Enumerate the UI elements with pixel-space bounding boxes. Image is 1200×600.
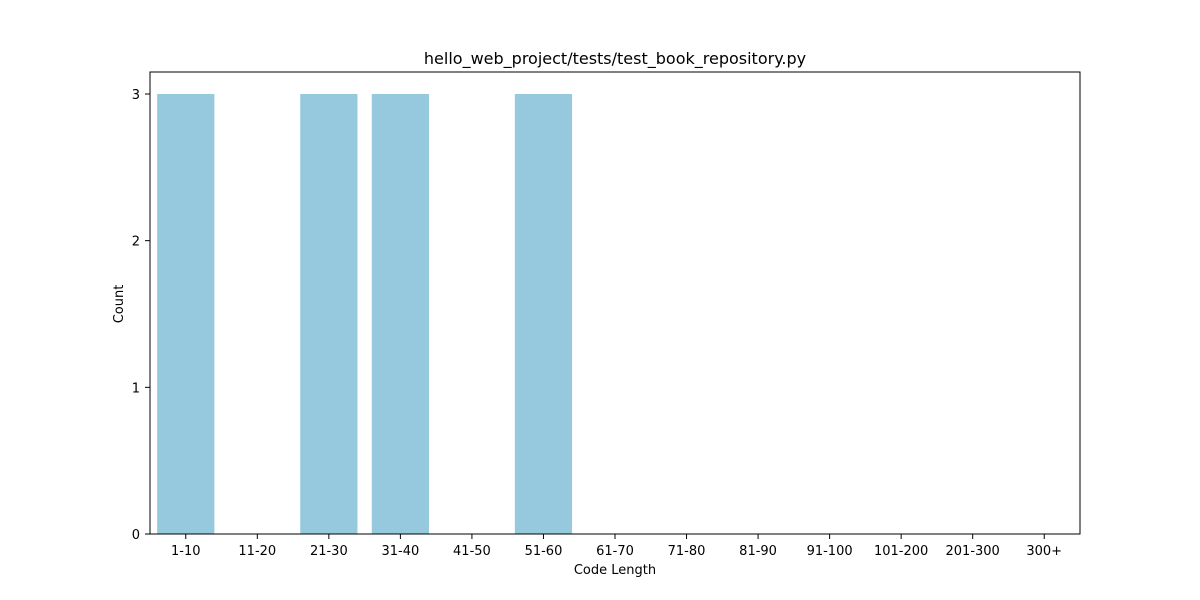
y-tick-label: 1 <box>132 381 140 396</box>
x-tick-label: 91-100 <box>807 544 853 559</box>
x-tick-label: 1-10 <box>171 544 201 559</box>
plot-frame <box>149 71 1081 535</box>
y-tick-label: 0 <box>132 528 140 543</box>
x-tick-label: 11-20 <box>238 544 276 559</box>
x-axis: 1-10 11-20 21-30 31-40 41-50 51-60 61-70 71-80 8… <box>171 534 1062 559</box>
x-tick-label: 201-300 <box>946 544 1000 559</box>
y-tick-label: 2 <box>132 235 140 250</box>
x-tick-label: 71-80 <box>668 544 706 559</box>
bar-31-40 <box>371 94 429 534</box>
y-axis-label: Count <box>112 285 127 324</box>
x-tick-label: 41-50 <box>453 544 491 559</box>
chart-title: hello_web_project/tests/test_book_reposi… <box>424 49 806 69</box>
x-tick-label: 300+ <box>1026 544 1062 559</box>
x-tick-label: 21-30 <box>310 544 348 559</box>
x-tick-label: 61-70 <box>596 544 634 559</box>
x-tick-label: 101-200 <box>874 544 928 559</box>
bar-51-60 <box>514 94 573 534</box>
bar-1-10 <box>157 94 215 534</box>
x-tick-label: 31-40 <box>381 544 419 559</box>
x-axis-label: Code Length <box>574 563 656 578</box>
y-tick-label: 3 <box>132 88 140 103</box>
x-tick-label: 51-60 <box>525 544 563 559</box>
x-tick-label: 81-90 <box>739 544 777 559</box>
bar-21-30 <box>300 94 358 534</box>
y-axis: 0 1 2 3 <box>132 88 150 543</box>
bars-group <box>157 94 573 534</box>
